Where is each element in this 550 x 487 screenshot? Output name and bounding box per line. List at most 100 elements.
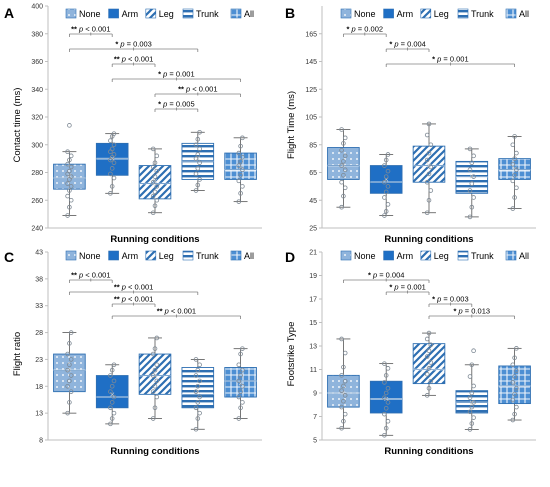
box-none: ×: [53, 123, 86, 218]
y-tick-label: 380: [31, 31, 43, 38]
data-point: [111, 142, 117, 148]
y-tick-label: 260: [31, 198, 43, 205]
y-tick-label: 45: [309, 198, 317, 205]
legend-swatch: [230, 8, 242, 19]
data-point: [382, 361, 387, 366]
significance-label: * p = 0.004: [368, 271, 405, 280]
significance-bracket: ** p < 0.001: [111, 55, 156, 67]
significance-label: * p = 0.003: [432, 295, 469, 304]
data-point: [426, 121, 432, 127]
legend-label: Leg: [434, 9, 449, 19]
y-tick-label: 17: [309, 297, 317, 304]
significance-bracket: ** p < 0.001: [69, 271, 113, 283]
significance-bracket: ** p < 0.001: [111, 307, 242, 319]
data-point: [514, 404, 519, 410]
data-point: [152, 405, 158, 411]
y-tick-label: 400: [31, 4, 43, 11]
data-point: [339, 163, 344, 168]
box-none: ×: [327, 336, 360, 431]
data-point: [424, 393, 430, 398]
data-point: [469, 421, 475, 426]
y-tick-label: 165: [305, 31, 317, 38]
data-point: [382, 179, 387, 185]
legend-label: Trunk: [471, 9, 494, 19]
data-point: [111, 394, 117, 400]
data-point: [383, 174, 389, 179]
data-point: [510, 142, 516, 148]
data-point: [111, 410, 117, 416]
data-point: [341, 398, 346, 404]
data-point: [424, 210, 430, 216]
data-point: [385, 418, 391, 424]
y-tick-label: 13: [309, 344, 317, 351]
data-point: [467, 214, 473, 220]
data-point: [236, 150, 242, 156]
y-tick-label: 85: [309, 142, 317, 149]
y-tick-label: 340: [31, 87, 43, 94]
data-point: [152, 383, 158, 389]
data-point: [193, 357, 199, 362]
legend-swatch: [230, 250, 242, 261]
data-point: [385, 202, 391, 207]
data-point: [238, 191, 243, 196]
significance-bracket: * p = 0.003: [69, 40, 199, 52]
panel-a: A 240 260 280 300 320 340 360 380 400 Contact time…: [4, 4, 262, 245]
data-point: [236, 416, 242, 421]
data-point: [68, 184, 74, 189]
data-point: [339, 404, 344, 410]
data-point: [193, 426, 199, 432]
legend-label: Leg: [159, 251, 174, 261]
data-point: [238, 351, 243, 357]
data-point: [428, 342, 434, 348]
data-point: [236, 199, 242, 204]
x-axis-label: Running conditions: [110, 234, 199, 245]
data-point: [426, 385, 432, 391]
y-tick-label: 15: [309, 320, 317, 327]
data-point: [467, 427, 473, 432]
data-point: [426, 330, 432, 336]
box-leg: ×: [138, 146, 172, 216]
data-point: [467, 188, 473, 193]
data-point: [512, 374, 517, 379]
data-point: [471, 195, 476, 200]
significance-label: * p = 0.004: [389, 40, 426, 49]
data-point: [193, 171, 199, 177]
y-tick-label: 33: [35, 303, 43, 310]
data-point: [108, 373, 113, 378]
data-point: [341, 364, 346, 370]
data-point: [150, 416, 156, 421]
y-tick-label: 28: [35, 330, 43, 337]
data-point: [382, 432, 387, 438]
data-point: [197, 160, 202, 166]
x-axis-label: Running conditions: [384, 446, 473, 457]
legend-label: Arm: [397, 9, 414, 19]
data-point: [238, 389, 243, 394]
data-point: [510, 206, 516, 211]
mean-marker: ×: [426, 362, 431, 372]
data-point: [426, 348, 432, 354]
data-point: [424, 336, 430, 342]
data-point: [342, 411, 348, 417]
data-point: [469, 404, 475, 410]
data-point: [238, 373, 243, 378]
legend-swatch: [383, 8, 394, 19]
legend-swatch: [145, 8, 157, 19]
y-axis-label: Flight ratio: [12, 332, 23, 376]
data-point: [111, 362, 117, 368]
panel-b: B 25 45 65 85 105 125 145 165 Flight Time (ms) Run…: [285, 5, 536, 245]
data-point: [154, 362, 160, 368]
data-point: [342, 350, 348, 356]
significance-bracket: ** p < 0.001: [154, 85, 242, 97]
data-point: [108, 138, 113, 143]
data-point: [195, 367, 201, 373]
data-point: [469, 362, 475, 368]
data-point: [240, 346, 245, 351]
data-point: [108, 389, 113, 394]
data-point: [152, 367, 158, 373]
data-point: [382, 163, 387, 168]
data-point: [150, 373, 156, 378]
data-point: [469, 390, 475, 396]
data-point: [150, 146, 156, 152]
y-tick-label: 25: [309, 226, 317, 233]
data-point: [109, 184, 115, 189]
